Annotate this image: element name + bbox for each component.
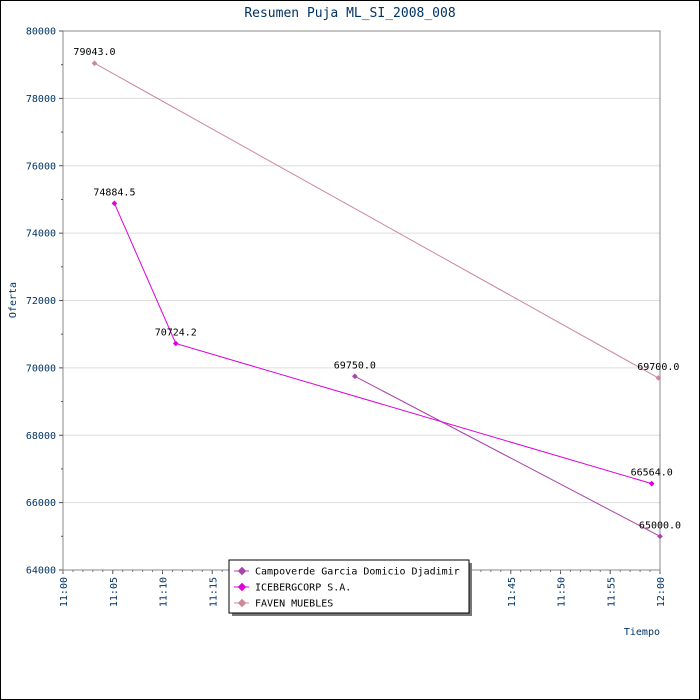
data-label: 65000.0 xyxy=(639,520,681,531)
x-tick-label: 11:45 xyxy=(507,577,518,607)
y-tick-label: 64000 xyxy=(26,566,56,577)
legend: Campoverde Garcia Domicio Djadimir ICEBER… xyxy=(228,559,472,616)
series-line xyxy=(354,375,661,537)
data-point xyxy=(648,480,655,487)
data-point xyxy=(352,373,358,380)
y-tick-label: 68000 xyxy=(26,431,56,442)
y-tick-label: 78000 xyxy=(26,94,56,105)
x-tick-label: 11:50 xyxy=(557,577,568,607)
data-label: 79043.0 xyxy=(73,47,115,58)
series-layer: 69750.0 65000.0 74884.5 70724.2 66564.0 79043… xyxy=(73,47,681,540)
x-axis-label: Tiempo xyxy=(624,627,660,638)
series-0: 69750.0 65000.0 xyxy=(334,360,681,540)
series-line xyxy=(94,62,659,379)
y-axis: 64000 66000 68000 70000 72000 74000 76000 78000… xyxy=(26,27,63,577)
x-tick-label: 11:10 xyxy=(159,577,170,607)
y-tick-label: 80000 xyxy=(26,27,56,38)
x-tick-label: 11:15 xyxy=(208,577,219,607)
data-label: 69750.0 xyxy=(334,360,376,371)
legend-entry: Campoverde Garcia Domicio Djadimir xyxy=(255,567,460,578)
y-tick-label: 76000 xyxy=(26,161,56,172)
data-label: 70724.2 xyxy=(155,327,197,338)
y-tick-label: 72000 xyxy=(26,296,56,307)
chart-title: Resumen Puja ML_SI_2008_008 xyxy=(244,6,455,21)
x-tick-label: 11:00 xyxy=(59,577,70,607)
data-point xyxy=(172,340,179,347)
data-label: 69700.0 xyxy=(637,362,679,373)
y-tick-label: 66000 xyxy=(26,498,56,509)
x-tick-label: 12:00 xyxy=(656,577,667,607)
x-tick-label: 11:55 xyxy=(606,577,617,607)
legend-entry: FAVEN MUEBLES xyxy=(255,599,333,610)
y-tick-label: 74000 xyxy=(26,229,56,240)
data-point xyxy=(657,533,663,540)
x-tick-label: 11:05 xyxy=(109,577,120,607)
data-point xyxy=(655,375,662,381)
y-tick-label: 70000 xyxy=(26,363,56,374)
series-1: 74884.5 70724.2 66564.0 xyxy=(93,187,673,487)
data-point xyxy=(111,200,118,207)
data-label: 74884.5 xyxy=(93,187,135,198)
legend-box xyxy=(228,559,470,614)
y-axis-label: Oferta xyxy=(8,282,19,318)
legend-entry: ICEBERGCORP S.A. xyxy=(255,583,351,594)
data-label: 66564.0 xyxy=(631,468,673,479)
